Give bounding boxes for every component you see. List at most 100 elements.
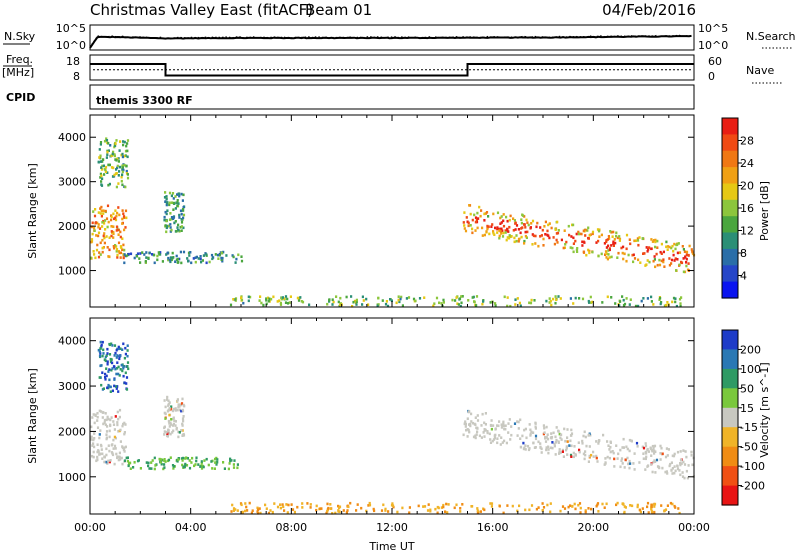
echo-point	[563, 229, 566, 232]
echo-point	[101, 411, 104, 414]
echo-point	[494, 304, 497, 307]
echo-point	[681, 475, 685, 478]
echo-point	[569, 297, 572, 300]
echo-point	[557, 441, 560, 444]
echo-point	[471, 296, 474, 299]
nsearch-curve	[89, 34, 692, 48]
echo-point	[176, 398, 179, 401]
echo-point	[107, 149, 110, 152]
echo-point	[211, 467, 214, 470]
echo-point	[640, 299, 643, 303]
echo-point	[573, 502, 576, 506]
echo-point	[100, 214, 103, 218]
echo-point	[106, 246, 109, 249]
echo-point	[464, 420, 467, 423]
echo-point	[579, 506, 582, 510]
echo-point	[117, 174, 120, 177]
echo-point	[259, 295, 262, 298]
echo-point	[346, 509, 349, 512]
echo-point	[182, 216, 185, 220]
echo-point	[650, 505, 653, 508]
echo-point	[642, 452, 645, 455]
echo-point	[621, 295, 624, 298]
echo-point	[104, 423, 107, 427]
echo-point	[532, 441, 535, 445]
echo-point	[103, 241, 106, 245]
echo-point	[608, 237, 611, 240]
echo-point	[119, 440, 122, 443]
echo-point	[240, 296, 243, 300]
echo-point	[523, 215, 526, 218]
echo-point	[612, 451, 615, 455]
echo-point	[116, 166, 119, 170]
echo-point	[530, 298, 533, 302]
echo-point	[259, 511, 262, 515]
echo-point	[447, 503, 450, 506]
echo-point	[691, 252, 695, 255]
echo-point	[108, 385, 111, 388]
echo-point	[117, 241, 121, 245]
echo-point	[683, 463, 687, 466]
echo-point	[115, 248, 119, 251]
echo-point	[650, 247, 653, 251]
echo-point	[548, 222, 551, 225]
echo-point	[110, 368, 113, 372]
echo-point	[101, 452, 104, 456]
echo-point	[678, 263, 681, 267]
echo-point	[99, 364, 102, 368]
echo-point	[512, 229, 515, 232]
echo-point	[91, 454, 94, 458]
echo-point	[118, 451, 121, 455]
echo-point	[429, 509, 432, 513]
echo-point	[537, 244, 540, 248]
echo-point	[595, 241, 598, 244]
echo-point	[95, 248, 99, 252]
echo-point	[475, 304, 478, 307]
echo-point	[177, 260, 180, 264]
echo-point	[588, 445, 591, 448]
echo-point	[607, 249, 610, 252]
echo-point	[520, 221, 523, 225]
echo-point	[97, 255, 101, 259]
echo-point	[536, 221, 539, 225]
echo-point	[216, 253, 220, 257]
echo-point	[575, 232, 578, 236]
echo-point	[199, 465, 202, 468]
echo-point	[108, 353, 112, 356]
echo-point	[576, 247, 579, 250]
echo-point	[350, 295, 353, 298]
echo-point	[121, 237, 124, 240]
echo-point	[229, 457, 232, 461]
echo-point	[484, 412, 487, 415]
echo-point	[282, 505, 285, 509]
echo-point	[158, 252, 161, 256]
colorbar-tick-label: 16	[740, 202, 754, 215]
echo-point	[650, 300, 653, 303]
echo-point	[470, 412, 473, 416]
echo-point	[148, 467, 151, 470]
echo-point	[169, 223, 172, 226]
echo-point	[508, 236, 511, 240]
echo-point	[326, 302, 329, 306]
echo-point	[258, 507, 261, 510]
echo-point	[642, 457, 645, 460]
echo-point	[118, 357, 121, 361]
echo-point	[498, 420, 501, 423]
echo-point	[98, 409, 101, 413]
echo-point	[122, 342, 125, 346]
echo-point	[105, 460, 108, 464]
echo-point	[185, 456, 188, 459]
echo-point	[604, 253, 607, 256]
echo-point	[164, 417, 167, 420]
echo-point	[114, 351, 117, 355]
echo-point	[635, 441, 639, 445]
echo-point	[174, 207, 177, 210]
echo-point	[221, 259, 224, 263]
echo-point	[626, 456, 629, 460]
echo-point	[584, 450, 587, 453]
echo-point	[123, 421, 126, 425]
echo-point	[367, 504, 370, 507]
echo-point	[559, 297, 562, 300]
echo-point	[498, 229, 501, 232]
echo-point	[181, 429, 184, 432]
